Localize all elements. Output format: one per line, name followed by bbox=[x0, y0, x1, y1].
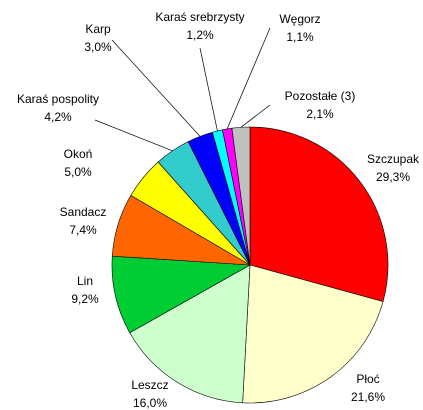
leader-line bbox=[199, 47, 218, 131]
slice-label: Szczupak bbox=[367, 152, 420, 166]
leader-line bbox=[94, 119, 173, 152]
pie-slice bbox=[242, 264, 384, 404]
slice-value-label: 4,2% bbox=[44, 110, 72, 124]
slice-value-label: 29,3% bbox=[376, 170, 410, 184]
slice-label: Leszcz bbox=[131, 378, 168, 392]
pie-slice bbox=[129, 264, 251, 404]
leader-line bbox=[240, 104, 271, 128]
slice-label: Karaś pospolity bbox=[17, 92, 99, 106]
slice-label: Pozostałe (3) bbox=[285, 89, 356, 103]
slice-label: Płoć bbox=[356, 372, 379, 386]
leader-line bbox=[226, 27, 271, 130]
leader-line bbox=[111, 39, 201, 137]
slice-value-label: 9,2% bbox=[71, 292, 99, 306]
pie-slice bbox=[249, 126, 389, 302]
slice-value-label: 16,0% bbox=[133, 396, 167, 410]
slice-value-label: 3,0% bbox=[84, 40, 112, 54]
slice-value-label: 21,6% bbox=[351, 390, 385, 404]
slice-label: Karaś srebrzysty bbox=[155, 10, 244, 24]
slice-value-label: 1,2% bbox=[186, 28, 214, 42]
slice-value-label: 2,1% bbox=[306, 107, 334, 121]
slice-label: Okoń bbox=[64, 147, 93, 161]
slice-label: Sandacz bbox=[60, 205, 107, 219]
pie-slice bbox=[111, 255, 252, 334]
pie-slice bbox=[231, 126, 251, 266]
slice-label: Lin bbox=[77, 274, 93, 288]
slice-label: Węgorz bbox=[279, 12, 320, 26]
slice-value-label: 1,1% bbox=[286, 30, 314, 44]
slice-label: Karp bbox=[85, 22, 111, 36]
slice-value-label: 5,0% bbox=[64, 165, 92, 179]
slice-value-label: 7,4% bbox=[69, 223, 97, 237]
